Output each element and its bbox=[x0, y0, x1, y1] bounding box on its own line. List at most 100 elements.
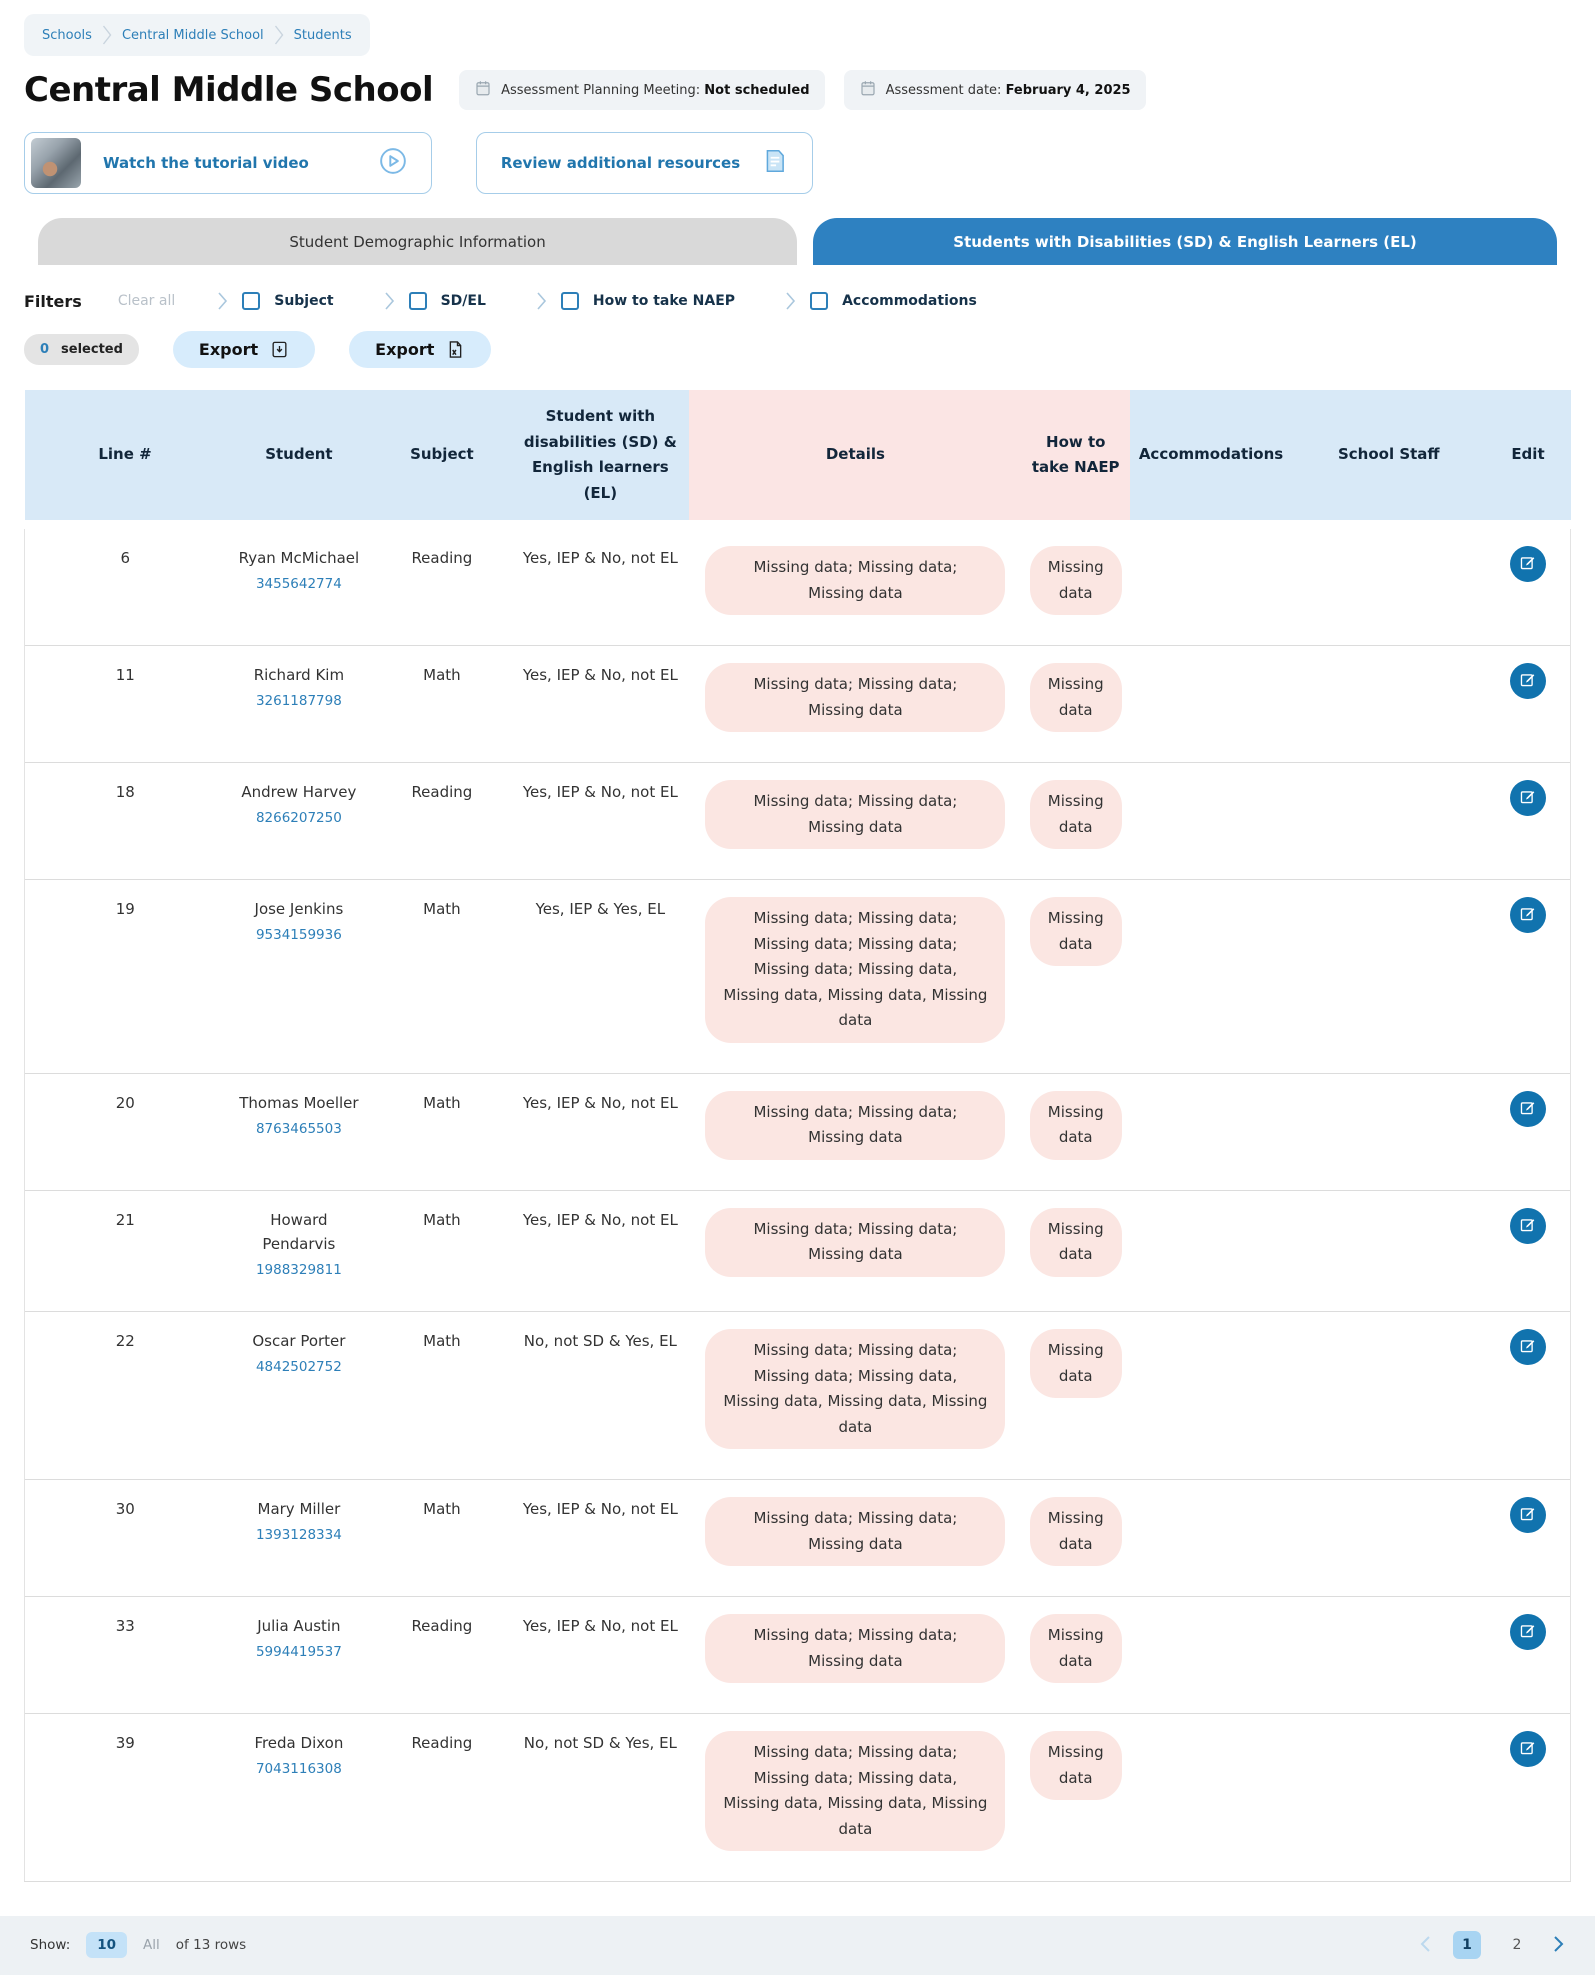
edit-button[interactable] bbox=[1509, 1497, 1546, 1534]
table-header: Line # Student Subject Student with disa… bbox=[24, 390, 1571, 529]
assessment-date-value: February 4, 2025 bbox=[1005, 82, 1131, 98]
missing-data-badge: Missing data bbox=[1029, 897, 1122, 966]
student-id-link[interactable]: 5994419537 bbox=[255, 1644, 342, 1661]
col-sd-el: Student with disabilities (SD) & English… bbox=[511, 390, 690, 529]
edit-cell bbox=[1485, 1713, 1572, 1883]
additional-resources-button[interactable]: Review additional resources bbox=[475, 132, 814, 194]
show-label: Show: bbox=[30, 1937, 71, 1954]
edit-button[interactable] bbox=[1509, 1614, 1546, 1651]
missing-data-badge: Missing data; Missing data; Missing data bbox=[705, 663, 1006, 732]
sdel-filter-label: SD/EL bbox=[440, 293, 486, 309]
breadcrumb-schools[interactable]: Schools bbox=[42, 27, 92, 43]
line-number-cell: 11 bbox=[24, 645, 226, 763]
edit-button[interactable] bbox=[1509, 897, 1546, 933]
chevron-right-icon bbox=[785, 291, 796, 311]
details-cell: Missing data; Missing data; Missing data bbox=[689, 1072, 1022, 1190]
selected-count-badge: 0 selected bbox=[24, 334, 139, 365]
student-cell: Thomas Moeller 8763465503 bbox=[225, 1072, 373, 1190]
next-page-button[interactable] bbox=[1553, 1935, 1565, 1956]
previous-page-button[interactable] bbox=[1419, 1935, 1431, 1956]
accommodations-cell bbox=[1129, 1311, 1293, 1480]
sd-el-cell: No, not SD & Yes, EL bbox=[511, 1311, 690, 1480]
row-count-label: of 13 rows bbox=[175, 1937, 247, 1954]
details-cell: Missing data; Missing data; Missing data bbox=[689, 762, 1022, 880]
student-cell: Jose Jenkins 9534159936 bbox=[225, 879, 373, 1073]
edit-cell bbox=[1485, 1311, 1572, 1480]
student-id-link[interactable]: 7043116308 bbox=[255, 1761, 342, 1778]
page-header: Central Middle School Assessment Plannin… bbox=[24, 70, 1571, 110]
how-to-take-naep-cell: Missing data bbox=[1021, 1596, 1130, 1714]
missing-data-badge: Missing data bbox=[1029, 1614, 1122, 1684]
subject-cell: Math bbox=[372, 1479, 512, 1597]
edit-pencil-icon bbox=[1519, 671, 1536, 691]
export-excel-button[interactable]: Export bbox=[349, 331, 492, 368]
student-name: Richard Kim bbox=[253, 666, 345, 684]
edit-cell bbox=[1485, 1189, 1572, 1312]
clear-all-filters-button[interactable]: Clear all bbox=[117, 293, 176, 309]
line-number-cell: 18 bbox=[24, 762, 226, 880]
missing-data-badge: Missing data bbox=[1029, 1090, 1122, 1160]
school-staff-cell bbox=[1292, 1713, 1486, 1883]
student-id-link[interactable]: 4842502752 bbox=[255, 1359, 342, 1376]
edit-pencil-icon bbox=[1519, 1099, 1536, 1119]
student-id-link[interactable]: 9534159936 bbox=[255, 927, 342, 943]
breadcrumb-students[interactable]: Students bbox=[293, 27, 352, 43]
accommodations-checkbox[interactable] bbox=[810, 292, 829, 310]
student-name: Freda Dixon bbox=[254, 1734, 344, 1753]
student-id-link[interactable]: 8266207250 bbox=[255, 810, 342, 826]
details-cell: Missing data; Missing data; Missing data bbox=[689, 524, 1022, 646]
edit-cell bbox=[1485, 1479, 1572, 1597]
tab-student-demographic-information[interactable]: Student Demographic Information bbox=[38, 218, 798, 265]
line-number-cell: 30 bbox=[24, 1479, 226, 1597]
how-to-take-naep-filter-label: How to take NAEP bbox=[592, 293, 736, 309]
student-id-link[interactable]: 8763465503 bbox=[255, 1120, 342, 1137]
student-cell: Richard Kim 3261187798 bbox=[225, 645, 373, 763]
tutorial-video-button[interactable]: Watch the tutorial video bbox=[24, 132, 432, 194]
line-number-cell: 22 bbox=[24, 1311, 226, 1480]
subject-cell: Math bbox=[372, 1311, 512, 1480]
student-id-link[interactable]: 3261187798 bbox=[255, 693, 342, 709]
breadcrumb-school[interactable]: Central Middle School bbox=[121, 27, 264, 43]
edit-pencil-icon bbox=[1519, 788, 1536, 808]
page-2-button[interactable]: 2 bbox=[1512, 1937, 1522, 1954]
tab-students-with-disabilities-english-learners[interactable]: Students with Disabilities (SD) & Englis… bbox=[813, 218, 1557, 265]
details-cell: Missing data; Missing data; Missing data… bbox=[689, 879, 1022, 1073]
table-row: 18 Andrew Harvey 8266207250 Reading Yes,… bbox=[24, 762, 1572, 880]
student-name: Thomas Moeller bbox=[239, 1093, 359, 1112]
student-id-link[interactable]: 1988329811 bbox=[255, 1261, 342, 1278]
page-size-10-button[interactable]: 10 bbox=[86, 1932, 128, 1959]
edit-pencil-icon bbox=[1519, 1505, 1536, 1525]
document-icon bbox=[762, 148, 788, 178]
edit-cell bbox=[1485, 524, 1572, 646]
subject-checkbox[interactable] bbox=[242, 292, 261, 310]
subject-cell: Reading bbox=[372, 1713, 512, 1883]
col-subject: Subject bbox=[372, 390, 512, 529]
video-thumbnail bbox=[31, 138, 81, 188]
details-cell: Missing data; Missing data; Missing data bbox=[689, 1479, 1022, 1597]
edit-button[interactable] bbox=[1509, 1731, 1546, 1768]
show-all-button[interactable]: All bbox=[143, 1937, 160, 1954]
edit-button[interactable] bbox=[1509, 1207, 1546, 1244]
export-pdf-button[interactable]: Export bbox=[172, 331, 316, 368]
edit-button[interactable] bbox=[1509, 780, 1546, 816]
breadcrumb: Schools Central Middle School Students bbox=[24, 14, 370, 56]
sd-el-cell: Yes, IEP & No, not EL bbox=[511, 1596, 690, 1714]
edit-button[interactable] bbox=[1509, 1090, 1546, 1127]
sdel-checkbox[interactable] bbox=[408, 292, 427, 310]
selected-count: 0 bbox=[40, 342, 50, 357]
tab-bar: Student Demographic Information Students… bbox=[24, 218, 1571, 265]
edit-button[interactable] bbox=[1509, 1329, 1546, 1366]
school-staff-cell bbox=[1292, 1479, 1486, 1597]
student-id-link[interactable]: 3455642774 bbox=[255, 576, 342, 592]
edit-button[interactable] bbox=[1509, 663, 1546, 699]
how-to-take-naep-cell: Missing data bbox=[1021, 645, 1130, 763]
line-number-cell: 33 bbox=[24, 1596, 226, 1714]
table-row: 21 Howard Pendarvis 1988329811 Math Yes,… bbox=[24, 1189, 1572, 1312]
page-1-button[interactable]: 1 bbox=[1453, 1931, 1481, 1960]
accommodations-cell bbox=[1129, 879, 1293, 1073]
how-to-take-naep-checkbox[interactable] bbox=[560, 292, 579, 310]
student-id-link[interactable]: 1393128334 bbox=[255, 1527, 342, 1544]
student-cell: Freda Dixon 7043116308 bbox=[225, 1713, 373, 1883]
edit-button[interactable] bbox=[1509, 546, 1546, 582]
missing-data-badge: Missing data; Missing data; Missing data bbox=[705, 1090, 1006, 1160]
